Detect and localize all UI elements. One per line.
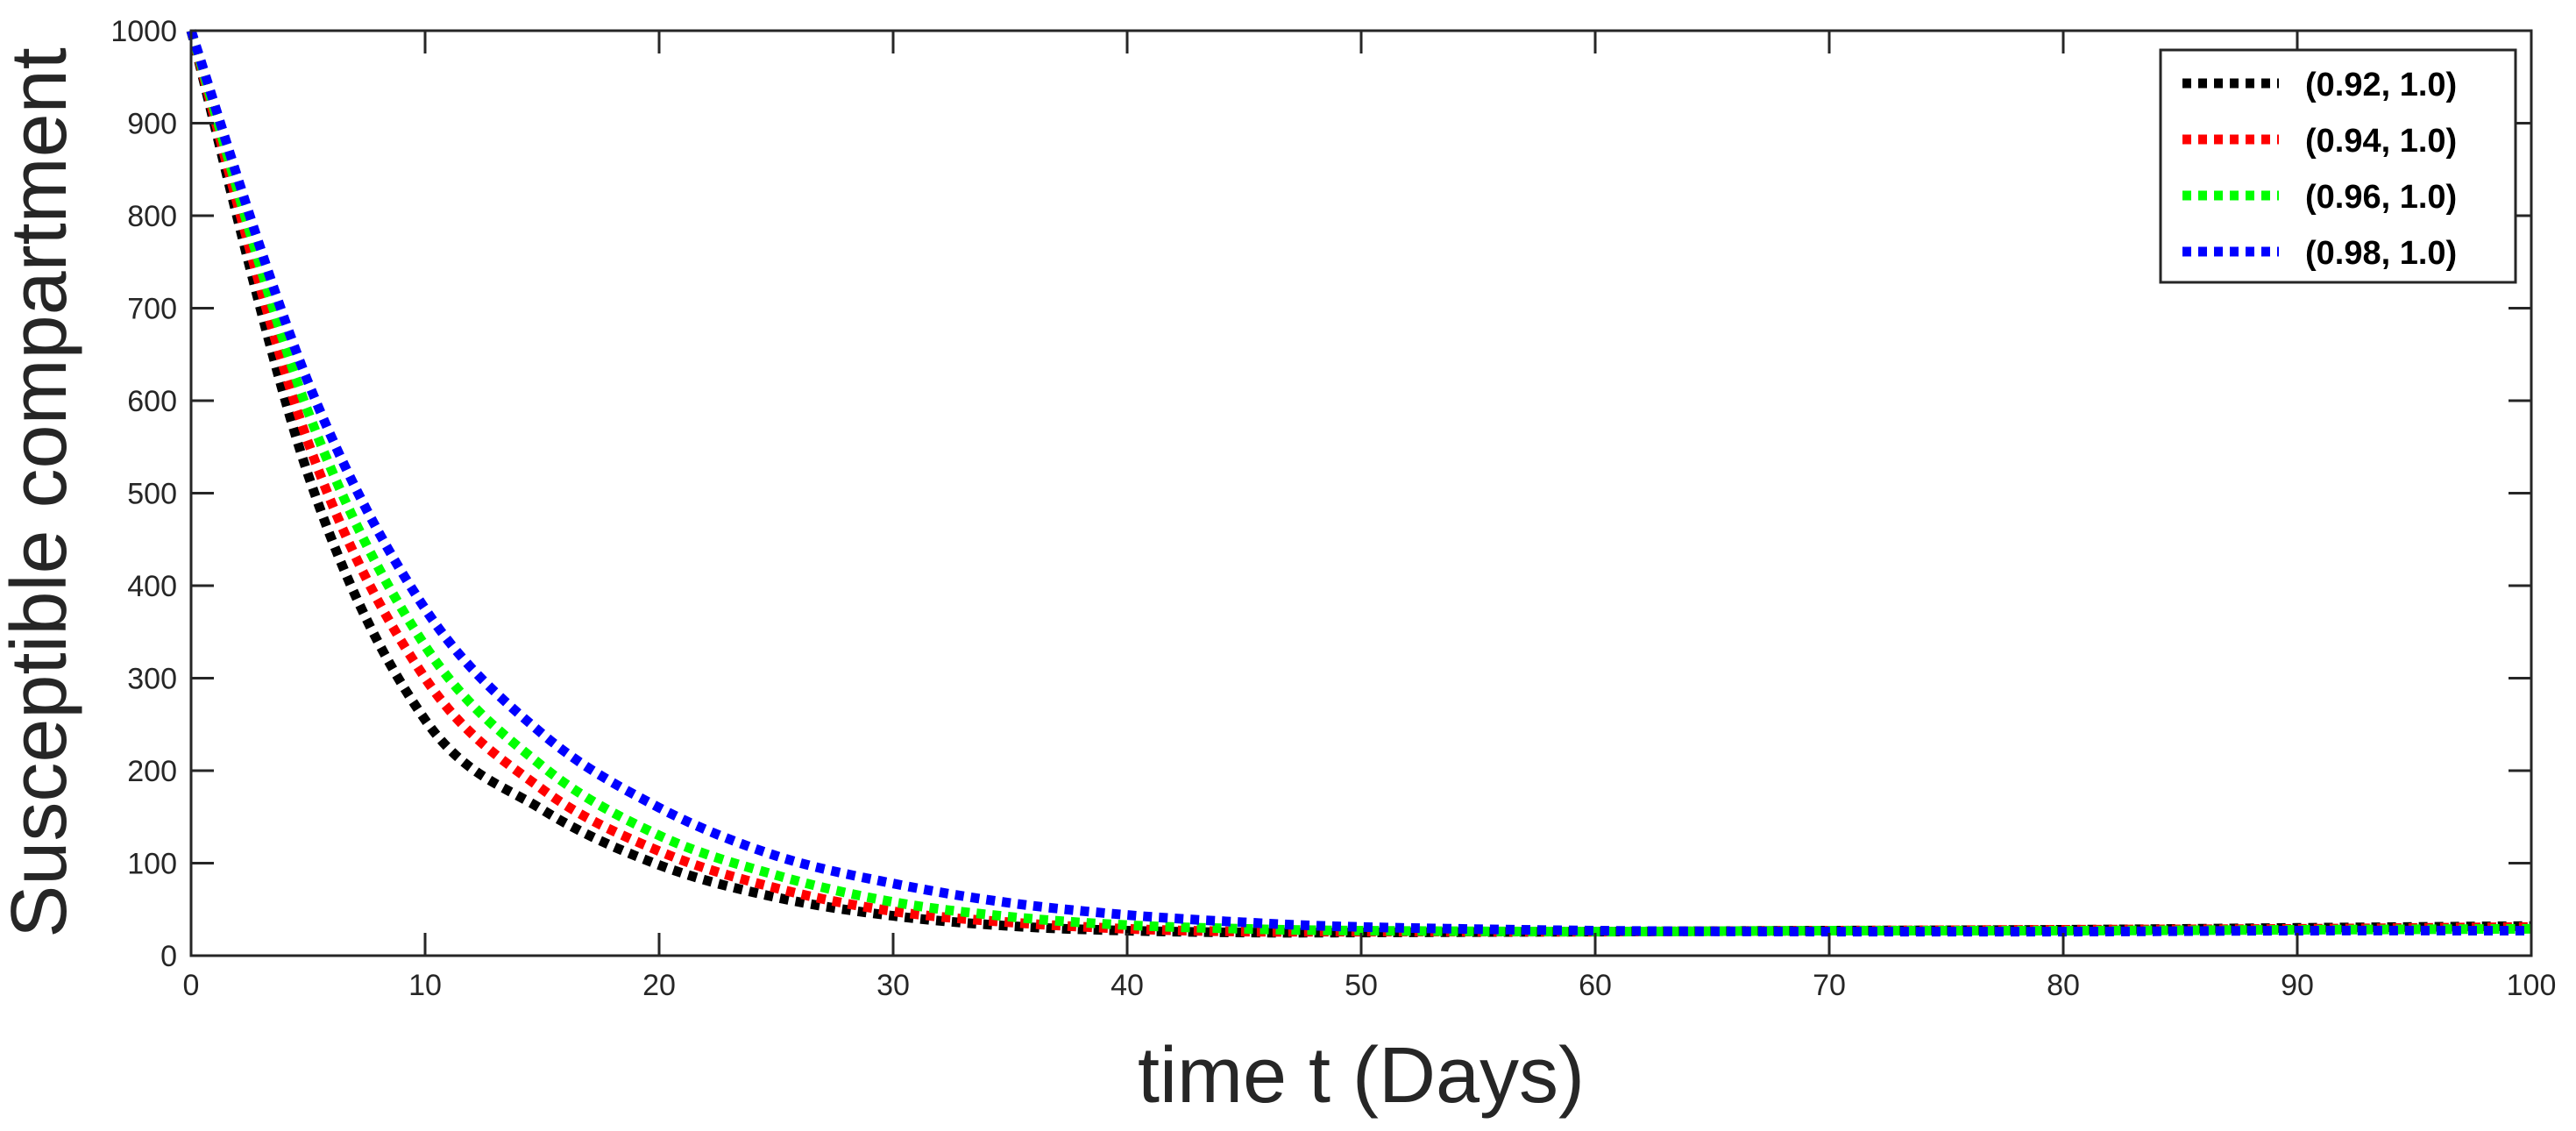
series-line-4: [186, 29, 2532, 937]
y-tick-label: 200: [127, 755, 177, 788]
x-tick-label: 80: [2047, 969, 2080, 1002]
series-layer: [186, 29, 2532, 938]
x-tick-label: 90: [2281, 969, 2314, 1002]
legend-label-1: (0.92, 1.0): [2305, 67, 2457, 103]
y-tick-label: 1000: [110, 15, 177, 48]
tick-labels-layer: 0 10 20 30 40 50 60 70 80 90 100010020030040050060…: [110, 15, 2556, 1002]
x-tick-label: 30: [876, 969, 910, 1002]
x-tick-label: 50: [1345, 969, 1378, 1002]
x-tick-label: 60: [1579, 969, 1612, 1002]
y-tick-label: 800: [127, 200, 177, 233]
x-tick-label: 40: [1111, 969, 1144, 1002]
x-axis-title: time t (Days): [1138, 1032, 1585, 1120]
legend-label-3: (0.96, 1.0): [2305, 179, 2457, 216]
x-tick-label: 0: [183, 969, 200, 1002]
y-tick-label: 900: [127, 108, 177, 141]
y-axis-title: Susceptible compartment: [0, 47, 83, 938]
legend-label-4: (0.98, 1.0): [2305, 235, 2457, 272]
y-tick-label: 0: [160, 940, 177, 973]
legend-label-2: (0.94, 1.0): [2305, 123, 2457, 160]
plot-background: [191, 31, 2531, 956]
y-tick-label: 100: [127, 848, 177, 881]
legend-items: (0.92, 1.0) (0.94, 1.0) (0.96, 1.0) (0.98, …: [2182, 67, 2457, 272]
x-tick-label: 70: [1813, 969, 1846, 1002]
y-tick-label: 700: [127, 293, 177, 326]
x-tick-label: 100: [2507, 969, 2557, 1002]
y-tick-label: 600: [127, 385, 177, 418]
legend: (0.92, 1.0) (0.94, 1.0) (0.96, 1.0) (0.98, …: [2159, 48, 2517, 284]
ticks-layer: [189, 29, 2533, 957]
y-tick-label: 500: [127, 478, 177, 511]
y-tick-label: 400: [127, 570, 177, 603]
legend-box: [2159, 48, 2517, 284]
y-tick-label: 300: [127, 663, 177, 696]
x-tick-label: 20: [642, 969, 676, 1002]
x-tick-label: 10: [408, 969, 442, 1002]
